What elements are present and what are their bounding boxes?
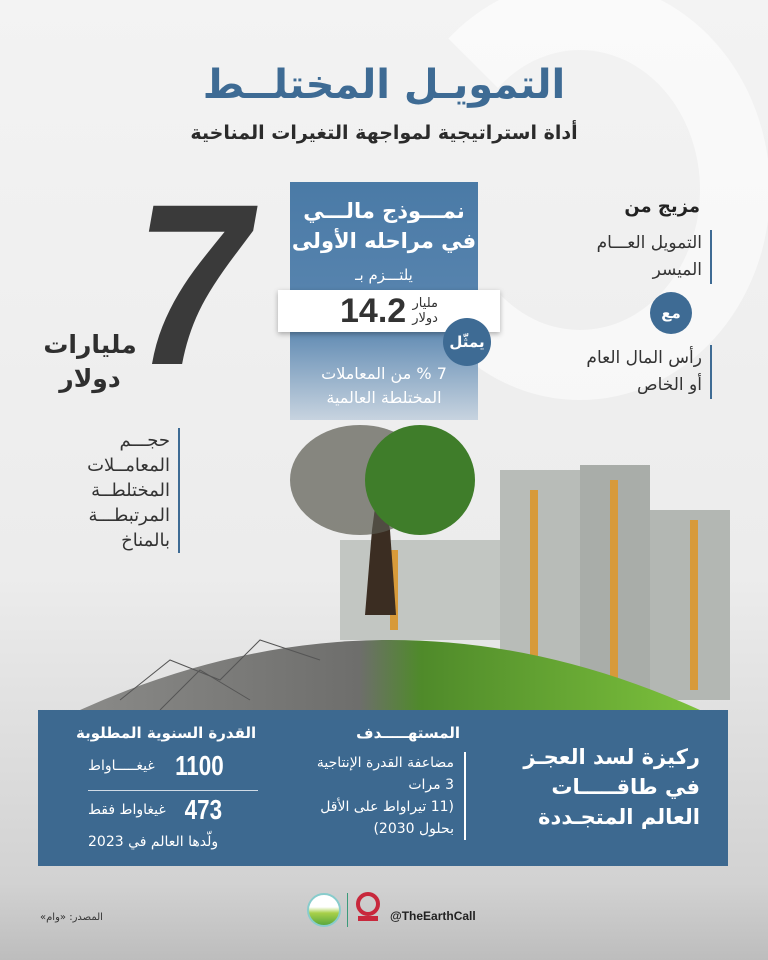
unit-line: مليارات xyxy=(43,330,137,359)
volume-description: حجـــم المعامــلات المختلطــة المرتبطـــ… xyxy=(40,428,180,553)
share-line: 7 % من المعاملات xyxy=(321,364,447,383)
description-line: المعامــلات xyxy=(87,455,170,476)
amount-unit-line: دولار xyxy=(412,311,438,326)
target-line: مضاعفة القدرة الإنتاجية xyxy=(316,755,454,771)
required-capacity: 1100 غيغـــــاواط xyxy=(88,750,229,782)
generated-note: ولّدها العالم في 2023 xyxy=(88,834,219,850)
target-line: (11 تيراواط على الأقل xyxy=(320,799,454,815)
social-handle[interactable]: @TheEarthCall xyxy=(390,909,476,923)
required-value: 1100 xyxy=(174,750,224,781)
big-number-unit: مليارات دولار xyxy=(40,328,140,396)
mix-line: أو الخاص xyxy=(637,375,702,395)
generated-unit: غيغاواط فقط xyxy=(88,802,166,818)
panel-title: نمـــوذج مالـــي في مراحله الأولى xyxy=(290,196,478,256)
target-line: 3 مرات xyxy=(408,777,454,793)
cracks xyxy=(119,639,321,710)
mix-item-public-finance: التمويل العـــام الميسر xyxy=(597,230,712,284)
unit-line: دولار xyxy=(59,364,121,393)
represents-badge: يمثّل xyxy=(443,318,491,366)
share-line: المختلطة العالمية xyxy=(326,388,442,407)
panel-title-line: في مراحله الأولى xyxy=(291,229,477,253)
target-heading: المستهـــــدف xyxy=(356,724,460,742)
generated-value: 473 xyxy=(184,794,222,825)
with-badge: مع xyxy=(650,292,692,334)
mix-line: الميسر xyxy=(652,260,702,280)
al-ain-logo xyxy=(356,892,380,921)
amount-value: 14.2 xyxy=(340,291,407,330)
description-line: حجـــم xyxy=(119,430,170,451)
earth-call-logo xyxy=(307,893,341,927)
mix-item-capital: رأس المال العام أو الخاص xyxy=(586,345,712,399)
headline-line: في طاقـــــات xyxy=(551,775,700,799)
amount-unit: مليار دولار xyxy=(412,296,438,326)
headline-line: العالم المتجـددة xyxy=(538,805,700,829)
amount-unit-line: مليار xyxy=(412,296,438,311)
required-unit: غيغـــــاواط xyxy=(88,758,155,774)
mix-line: رأس المال العام xyxy=(586,348,702,368)
big-number: 7 xyxy=(134,156,250,413)
capacity-heading: القدرة السنوية المطلوبة xyxy=(76,724,257,742)
mix-line: التمويل العـــام xyxy=(596,233,702,253)
description-line: بالمناخ xyxy=(121,530,170,551)
source-credit: المصدر: «وام» xyxy=(40,912,103,923)
panel-title-line: نمـــوذج مالـــي xyxy=(303,199,465,223)
renewables-panel: ركيزة لسد العجـز في طاقـــــات العالم ال… xyxy=(38,710,728,866)
logo-divider xyxy=(347,893,348,927)
commits-label: يلتـــزم بـ xyxy=(355,266,413,284)
description-line: المرتبطـــة xyxy=(88,505,170,526)
description-line: المختلطــة xyxy=(91,480,170,501)
money-stacks xyxy=(340,465,730,700)
generated-capacity: 473 غيغاواط فقط xyxy=(88,794,226,826)
share-text: 7 % من المعاملات المختلطة العالمية xyxy=(290,362,478,410)
mix-heading: مزيج من xyxy=(624,196,700,217)
headline-line: ركيزة لسد العجـز xyxy=(523,745,700,769)
divider xyxy=(88,790,258,791)
earth-tree-money-illustration xyxy=(80,425,730,710)
target-line: بحلول 2030) xyxy=(373,821,454,837)
globe xyxy=(80,640,700,710)
page-title: التمويـل المختلــط xyxy=(202,62,566,108)
renewables-headline: ركيزة لسد العجـز في طاقـــــات العالم ال… xyxy=(523,742,700,832)
page-subtitle: أداة استراتيجية لمواجهة التغيرات المناخي… xyxy=(190,122,578,144)
target-text: مضاعفة القدرة الإنتاجية 3 مرات (11 تيراو… xyxy=(317,752,466,840)
tree xyxy=(290,425,475,615)
